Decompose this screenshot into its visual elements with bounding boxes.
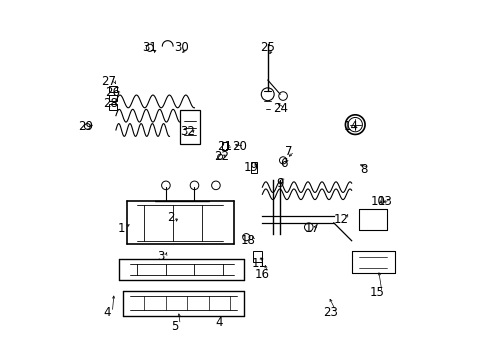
Text: 18: 18 — [240, 234, 255, 247]
Text: 7: 7 — [285, 145, 292, 158]
Text: 21: 21 — [217, 140, 232, 153]
Text: 20: 20 — [231, 140, 246, 153]
Text: 24: 24 — [272, 102, 287, 115]
Bar — [108, 86, 116, 93]
Bar — [253, 251, 262, 262]
Text: 19: 19 — [244, 161, 259, 174]
Text: 30: 30 — [174, 41, 189, 54]
Text: 15: 15 — [368, 286, 384, 299]
Text: 5: 5 — [171, 320, 178, 333]
Bar — [222, 142, 227, 150]
Bar — [250, 162, 257, 173]
Text: 4: 4 — [103, 306, 110, 319]
Text: 25: 25 — [260, 41, 275, 54]
Text: 10: 10 — [370, 195, 385, 208]
Text: 6: 6 — [280, 157, 287, 170]
Text: 11: 11 — [251, 257, 266, 270]
Text: 29: 29 — [78, 120, 93, 133]
Text: 17: 17 — [304, 222, 319, 235]
Bar — [108, 104, 116, 111]
Bar — [108, 95, 116, 102]
Text: 9: 9 — [276, 177, 284, 190]
Text: 12: 12 — [333, 213, 348, 226]
Text: 28: 28 — [103, 97, 118, 110]
Text: 2: 2 — [167, 211, 175, 224]
Text: 16: 16 — [254, 268, 269, 281]
Text: 26: 26 — [104, 86, 120, 99]
Text: 31: 31 — [142, 41, 157, 54]
Bar — [180, 111, 200, 144]
Text: 13: 13 — [377, 195, 392, 208]
Text: 32: 32 — [180, 125, 194, 138]
Text: 8: 8 — [360, 163, 367, 176]
Text: 27: 27 — [101, 75, 116, 88]
Text: 1: 1 — [117, 222, 125, 235]
Text: 3: 3 — [157, 250, 164, 263]
Text: 4: 4 — [215, 316, 223, 329]
Text: 23: 23 — [322, 306, 337, 319]
Text: 22: 22 — [213, 150, 228, 163]
Text: 14: 14 — [344, 120, 358, 133]
